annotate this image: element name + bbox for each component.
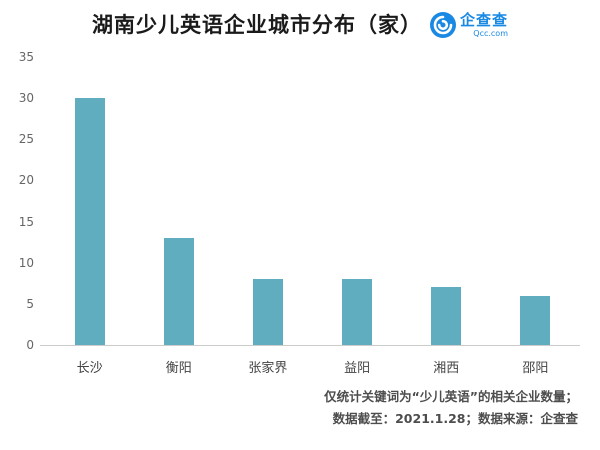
bar	[520, 295, 551, 345]
qcc-logo-domain: Qcc.com	[473, 28, 508, 38]
x-axis-category-label: 益阳	[344, 361, 371, 376]
y-axis-tick-label: 35	[18, 50, 34, 64]
qcc-logo-text: 企查查 Qcc.com	[459, 10, 508, 38]
y-axis-tick-label: 5	[26, 296, 34, 311]
y-axis-tick-label: 15	[18, 214, 34, 229]
x-axis-category-label: 衡阳	[165, 361, 192, 376]
bar	[342, 279, 373, 345]
bar	[74, 98, 105, 345]
bar	[252, 279, 283, 345]
y-axis-tick-label: 30	[18, 91, 34, 106]
qcc-logo-name: 企查查	[459, 10, 508, 29]
qcc-logo: 企查查 Qcc.com	[429, 10, 508, 38]
qcc-logo-icon	[429, 12, 456, 38]
x-axis-category-label: 湘西	[433, 361, 460, 376]
y-axis-tick-label: 10	[18, 255, 34, 270]
chart-title: 湖南少儿英语企业城市分布（家）	[91, 13, 422, 37]
chart-header: 湖南少儿英语企业城市分布（家） 企查查 Qcc.com	[0, 10, 600, 40]
y-axis-tick-label: 20	[18, 173, 34, 188]
footnote: 仅统计关键词为“少儿英语”的相关企业数量； 数据截至：2021.1.28；数据来…	[324, 386, 578, 430]
x-axis-category-label: 邵阳	[522, 361, 549, 376]
x-axis-category-label: 长沙	[76, 361, 103, 376]
y-axis-tick-label: 25	[18, 132, 34, 147]
x-axis-line	[40, 345, 580, 346]
y-axis-tick-label: 0	[26, 338, 34, 352]
footnote-line1: 仅统计关键词为“少儿英语”的相关企业数量；	[324, 389, 578, 404]
x-axis-category-label: 张家界	[248, 361, 288, 376]
footnote-line2: 数据截至：2021.1.28；数据来源：企查查	[332, 411, 578, 426]
bar	[431, 287, 462, 345]
bar	[163, 238, 194, 345]
